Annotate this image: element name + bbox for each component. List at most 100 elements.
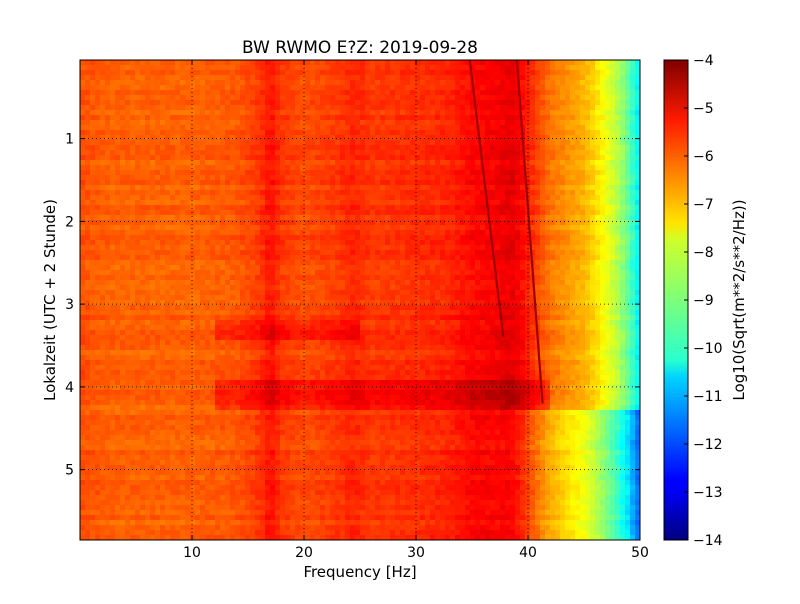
- heatmap-cell: [190, 130, 196, 136]
- heatmap-cell: [575, 115, 581, 121]
- heatmap-cell: [350, 65, 356, 71]
- heatmap-cell: [225, 230, 231, 236]
- heatmap-cell: [395, 90, 401, 96]
- heatmap-cell: [330, 195, 336, 201]
- heatmap-cell: [525, 145, 531, 151]
- heatmap-cell: [385, 130, 391, 136]
- heatmap-cell: [225, 130, 231, 136]
- heatmap-cell: [120, 245, 126, 251]
- heatmap-cell: [140, 95, 146, 101]
- heatmap-cell: [570, 90, 576, 96]
- heatmap-cell: [405, 65, 411, 71]
- heatmap-cell: [100, 170, 106, 176]
- heatmap-cell: [380, 195, 386, 201]
- heatmap-cell: [475, 195, 481, 201]
- heatmap-cell: [265, 85, 271, 91]
- heatmap-cell: [245, 230, 251, 236]
- heatmap-cell: [410, 150, 416, 156]
- heatmap-cell: [225, 170, 231, 176]
- heatmap-cell: [85, 175, 91, 181]
- heatmap-cell: [240, 240, 246, 246]
- heatmap-cell: [460, 85, 466, 91]
- heatmap-cell: [150, 255, 156, 261]
- heatmap-cell: [455, 195, 461, 201]
- heatmap-cell: [430, 240, 436, 246]
- heatmap-cell: [495, 165, 501, 171]
- heatmap-cell: [170, 195, 176, 201]
- heatmap-cell: [105, 250, 111, 256]
- heatmap-cell: [295, 110, 301, 116]
- heatmap-cell: [460, 80, 466, 86]
- heatmap-cell: [245, 105, 251, 111]
- heatmap-cell: [435, 135, 441, 141]
- heatmap-cell: [165, 160, 171, 166]
- heatmap-cell: [190, 120, 196, 126]
- heatmap-cell: [600, 220, 606, 226]
- heatmap-cell: [460, 205, 466, 211]
- heatmap-cell: [215, 245, 221, 251]
- heatmap-cell: [295, 235, 301, 241]
- heatmap-cell: [200, 135, 206, 141]
- heatmap-cell: [105, 220, 111, 226]
- heatmap-cell: [140, 130, 146, 136]
- heatmap-cell: [395, 105, 401, 111]
- heatmap-cell: [365, 145, 371, 151]
- heatmap-cell: [385, 230, 391, 236]
- heatmap-cell: [375, 130, 381, 136]
- heatmap-cell: [235, 160, 241, 166]
- heatmap-cell: [610, 145, 616, 151]
- heatmap-cell: [630, 60, 636, 66]
- heatmap-cell: [365, 100, 371, 106]
- heatmap-cell: [550, 230, 556, 236]
- heatmap-cell: [215, 160, 221, 166]
- heatmap-cell: [545, 125, 551, 131]
- heatmap-cell: [555, 235, 561, 241]
- heatmap-cell: [410, 275, 416, 281]
- heatmap-cell: [570, 110, 576, 116]
- heatmap-cell: [345, 200, 351, 206]
- heatmap-cell: [600, 120, 606, 126]
- heatmap-cell: [330, 255, 336, 261]
- heatmap-cell: [330, 150, 336, 156]
- heatmap-cell: [585, 165, 591, 171]
- heatmap-cell: [275, 190, 281, 196]
- heatmap-cell: [595, 80, 601, 86]
- heatmap-cell: [595, 105, 601, 111]
- heatmap-cell: [370, 155, 376, 161]
- heatmap-cell: [305, 250, 311, 256]
- heatmap-cell: [390, 240, 396, 246]
- heatmap-cell: [475, 160, 481, 166]
- heatmap-cell: [495, 120, 501, 126]
- heatmap-cell: [265, 80, 271, 86]
- heatmap-cell: [205, 85, 211, 91]
- heatmap-cell: [495, 115, 501, 121]
- heatmap-cell: [405, 145, 411, 151]
- heatmap-cell: [185, 110, 191, 116]
- heatmap-cell: [545, 225, 551, 231]
- heatmap-cell: [195, 275, 201, 281]
- heatmap-cell: [330, 240, 336, 246]
- heatmap-cell: [460, 165, 466, 171]
- heatmap-cell: [375, 230, 381, 236]
- heatmap-cell: [205, 190, 211, 196]
- heatmap-cell: [105, 185, 111, 191]
- heatmap-cell: [390, 100, 396, 106]
- heatmap-cell: [220, 180, 226, 186]
- heatmap-cell: [145, 220, 151, 226]
- heatmap-cell: [380, 95, 386, 101]
- heatmap-cell: [425, 215, 431, 221]
- heatmap-cell: [420, 200, 426, 206]
- heatmap-cell: [460, 120, 466, 126]
- heatmap-cell: [260, 200, 266, 206]
- heatmap-cell: [165, 275, 171, 281]
- heatmap-cell: [480, 220, 486, 226]
- heatmap-cell: [115, 160, 121, 166]
- heatmap-cell: [440, 275, 446, 281]
- heatmap-cell: [490, 155, 496, 161]
- heatmap-cell: [430, 165, 436, 171]
- heatmap-cell: [175, 255, 181, 261]
- heatmap-cell: [130, 65, 136, 71]
- heatmap-cell: [85, 160, 91, 166]
- heatmap-cell: [485, 105, 491, 111]
- heatmap-cell: [625, 190, 631, 196]
